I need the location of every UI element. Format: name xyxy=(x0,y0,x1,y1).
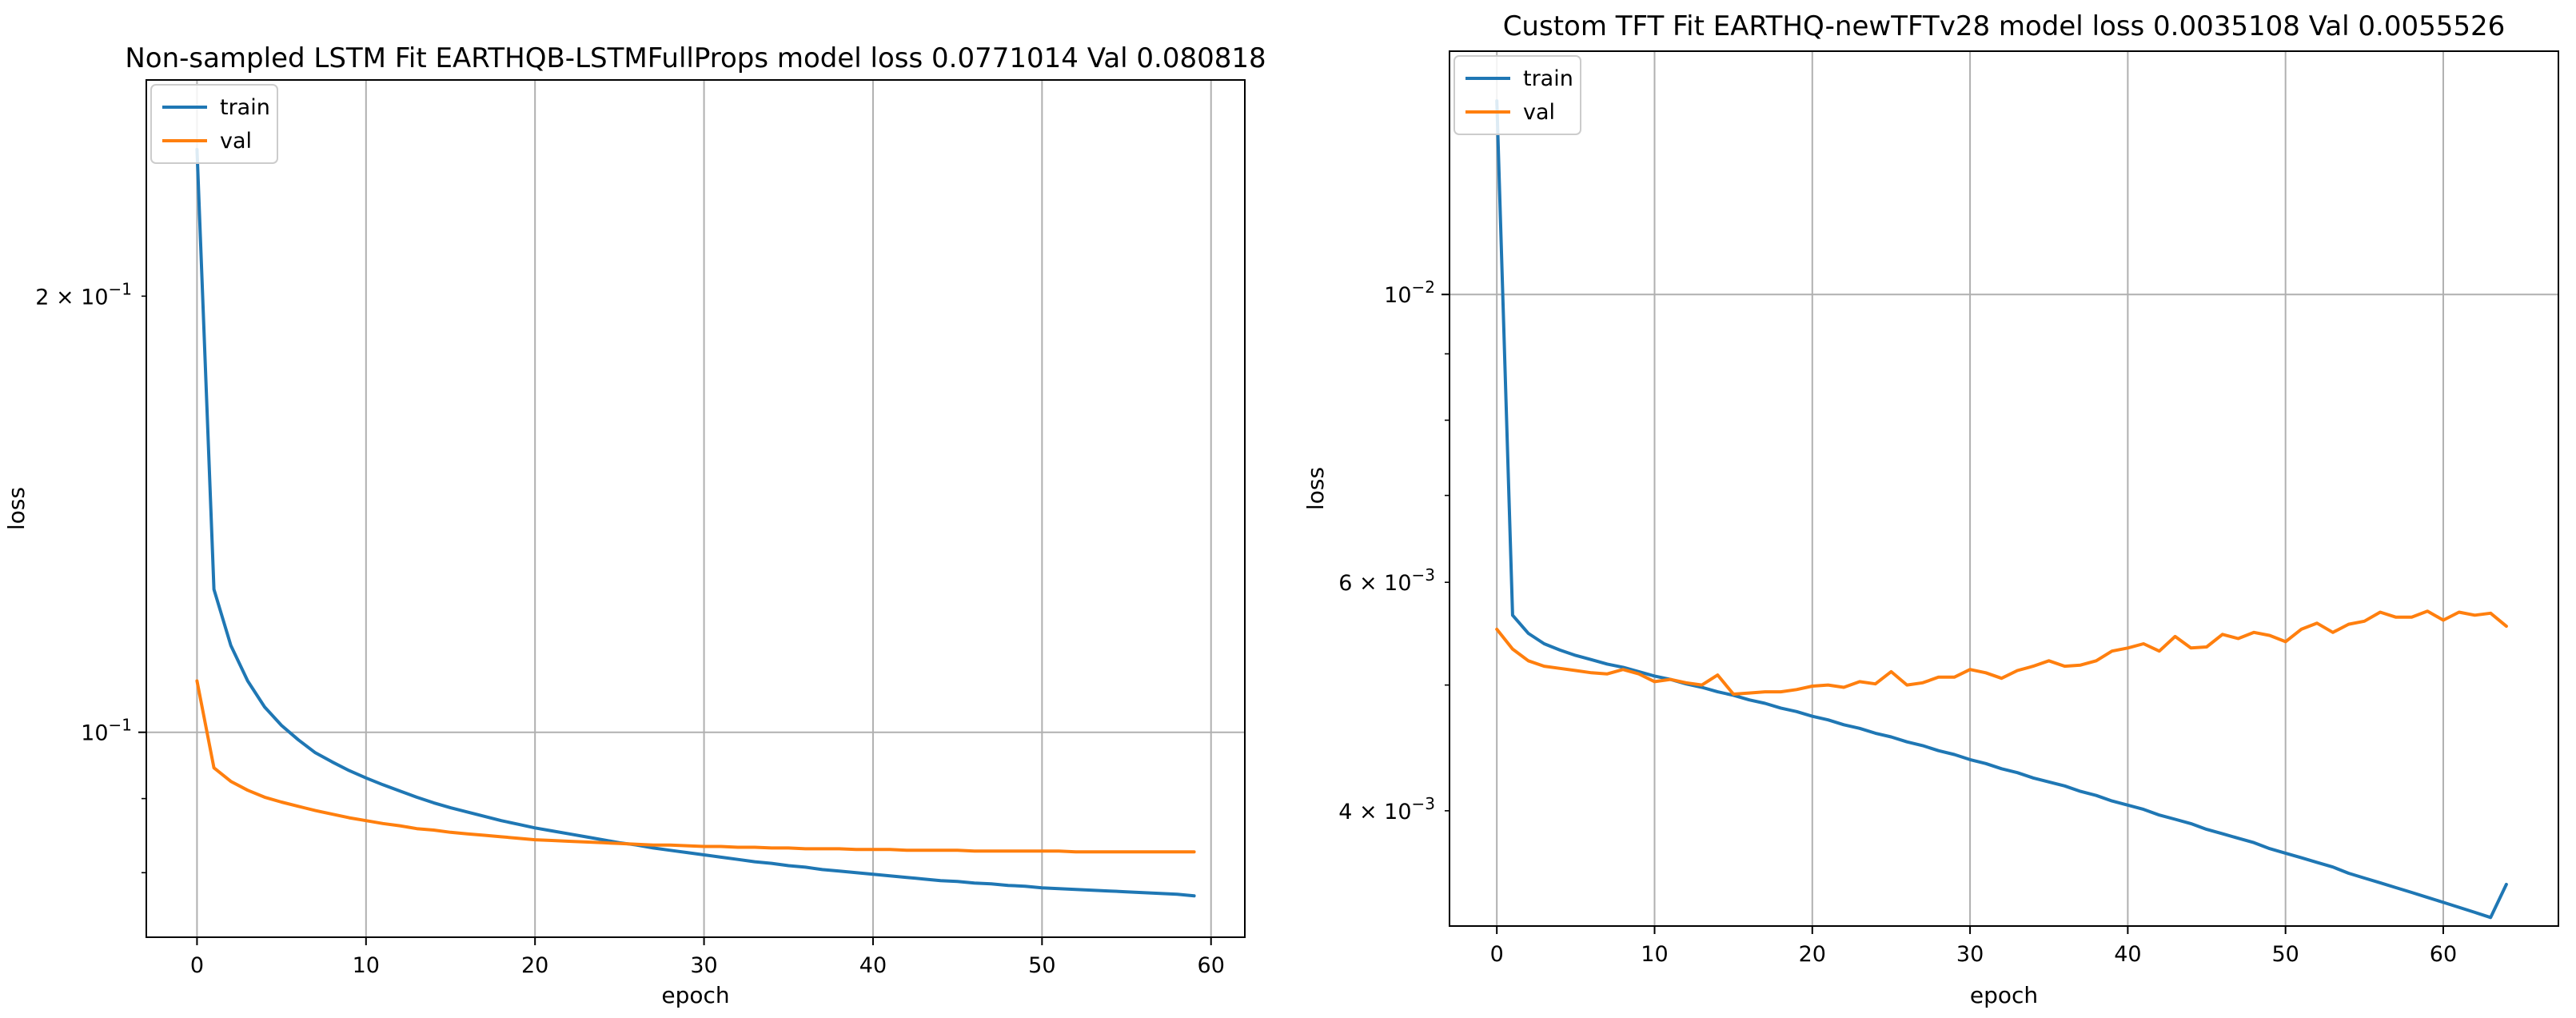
legend-box xyxy=(150,84,278,164)
chart-title: Custom TFT Fit EARTHQ-newTFTv28 model lo… xyxy=(1503,10,2506,42)
x-tick-label: 40 xyxy=(2114,942,2141,967)
series-line-train xyxy=(195,147,1196,898)
y-tick-label: 10−1 xyxy=(81,716,132,746)
x-tick-label: 50 xyxy=(1028,953,1055,978)
x-tick-label: 0 xyxy=(1490,942,1504,967)
chart-title: Non-sampled LSTM Fit EARTHQB-LSTMFullPro… xyxy=(125,42,1266,74)
x-tick-label: 30 xyxy=(690,953,717,978)
y-axis-label: loss xyxy=(3,487,30,530)
x-tick-label: 0 xyxy=(190,953,204,978)
x-tick-label: 60 xyxy=(2430,942,2457,967)
x-tick-label: 20 xyxy=(521,953,548,978)
x-tick-label: 10 xyxy=(353,953,380,978)
y-minor-tick-label: 2 × 10−1 xyxy=(35,279,132,309)
chart-1: Non-sampled LSTM Fit EARTHQB-LSTMFullPro… xyxy=(3,42,1266,1008)
axes-frame xyxy=(146,79,1246,938)
legend-label-train: train xyxy=(220,95,270,120)
legend-label-val: val xyxy=(220,129,252,154)
x-tick-label: 10 xyxy=(1641,942,1668,967)
x-tick-label: 30 xyxy=(1956,942,1984,967)
x-axis-label: epoch xyxy=(1970,982,2038,1008)
legend-label-train: train xyxy=(1523,66,1573,91)
x-axis-label: epoch xyxy=(661,982,729,1008)
series-line-train xyxy=(1495,99,2508,920)
x-tick-label: 50 xyxy=(2271,942,2299,967)
axes-frame xyxy=(1449,50,2559,927)
y-axis-label: loss xyxy=(1302,467,1329,510)
legend-label-val: val xyxy=(1523,100,1555,125)
y-tick-label: 10−2 xyxy=(1384,277,1435,308)
y-minor-tick-label: 4 × 10−3 xyxy=(1338,794,1435,824)
x-tick-label: 20 xyxy=(1799,942,1826,967)
legend: train val xyxy=(150,84,278,164)
y-minor-tick-label: 6 × 10−3 xyxy=(1338,565,1435,596)
series-line-val xyxy=(195,679,1196,854)
legend: train val xyxy=(1453,55,1581,135)
x-tick-label: 40 xyxy=(859,953,887,978)
chart-2: Custom TFT Fit EARTHQ-newTFTv28 model lo… xyxy=(1302,10,2559,1008)
legend-box xyxy=(1453,55,1581,135)
x-tick-label: 60 xyxy=(1198,953,1225,978)
series-line-val xyxy=(1495,609,2508,696)
